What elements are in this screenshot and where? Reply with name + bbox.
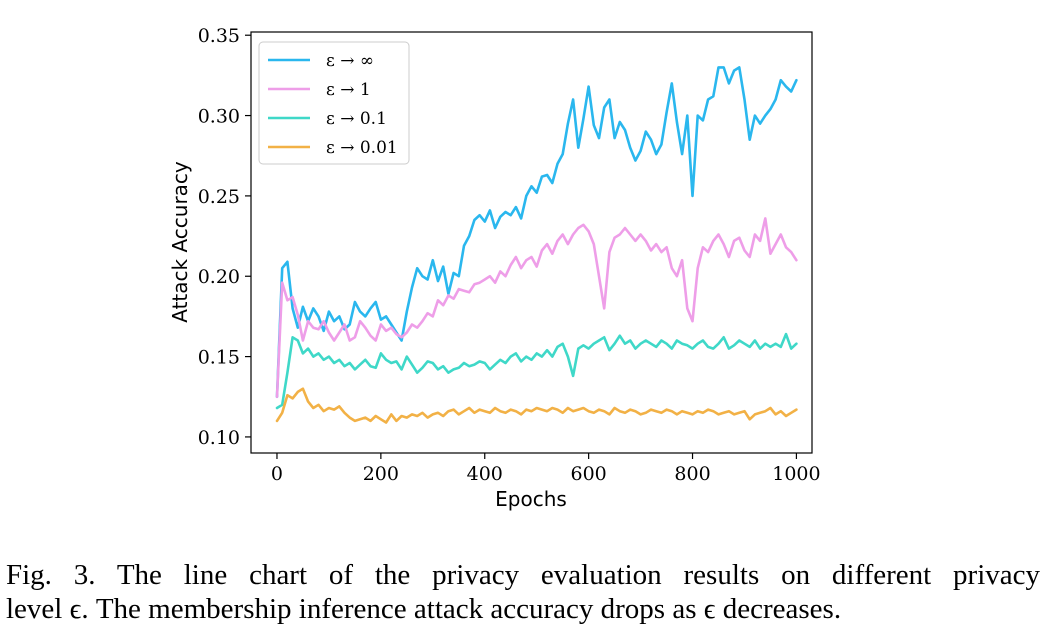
x-tick-label: 200 (363, 463, 399, 485)
y-axis-label: Attack Accuracy (168, 161, 192, 323)
x-tick-label: 400 (467, 463, 503, 485)
x-tick-label: 600 (571, 463, 607, 485)
y-tick-label: 0.15 (198, 347, 240, 369)
y-tick-label: 0.10 (198, 427, 240, 449)
figure-caption: Fig. 3. The line chart of the privacy ev… (6, 558, 1040, 626)
series-line-2 (275, 332, 798, 410)
line-chart: 0 200 400 600 800 1000 0.10 0.15 0.20 0.25 0.30 0.3… (168, 25, 821, 511)
legend-box (258, 41, 410, 165)
legend-label-3: ε → 0.01 (326, 138, 398, 158)
plot-frame (250, 31, 813, 454)
y-tick-label: 0.25 (198, 186, 240, 208)
series-line-0 (275, 66, 798, 399)
series-lines (275, 66, 798, 424)
caption-line-1: Fig. 3. The line chart of the privacy ev… (6, 559, 1040, 591)
series-line-1 (275, 217, 798, 399)
legend: ε → ∞ ε → 1 ε → 0.1 ε → 0.01 (258, 41, 410, 165)
y-tick-label: 0.35 (198, 25, 240, 47)
x-tick-label: 0 (271, 463, 283, 485)
series-line-3 (275, 387, 798, 424)
x-tick-label: 1000 (772, 463, 820, 485)
caption-line-2: level ϵ. The membership inference attack… (6, 593, 842, 625)
x-axis-label: Epochs (495, 487, 567, 511)
x-tick-label: 800 (674, 463, 710, 485)
legend-label-1: ε → 1 (326, 80, 371, 100)
y-tick-label: 0.20 (198, 266, 240, 288)
axis-ticks: 0 200 400 600 800 1000 0.10 0.15 0.20 0.25 0.30 0.3… (198, 25, 821, 485)
y-tick-label: 0.30 (198, 106, 240, 128)
legend-label-2: ε → 0.1 (326, 109, 387, 129)
legend-label-0: ε → ∞ (326, 51, 374, 71)
